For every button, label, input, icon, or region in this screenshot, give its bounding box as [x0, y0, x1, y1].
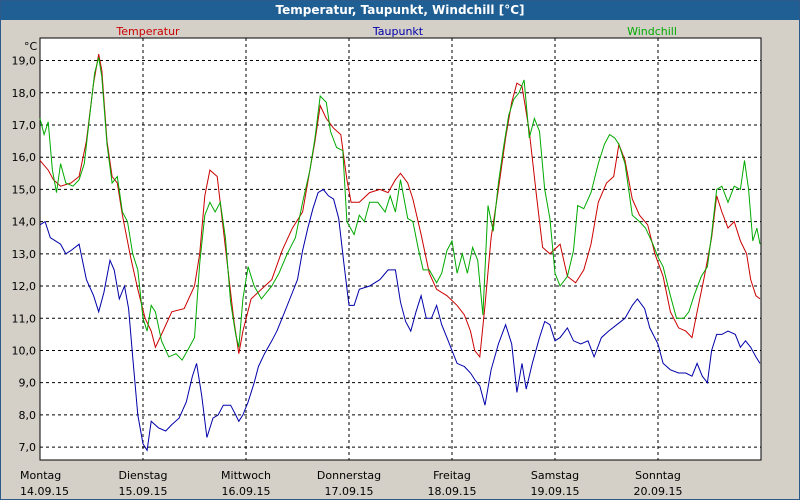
grid-lines — [40, 38, 761, 460]
x-day-label: Samstag — [531, 469, 579, 482]
x-tick-labels: Montag 14.09.15 Dienstag 15.09.15 Mittwoch 16… — [20, 469, 682, 498]
y-tick-label: 10,0 — [12, 344, 37, 357]
legend-taupunkt: Taupunkt — [372, 25, 424, 38]
y-tick-label: 9,0 — [19, 377, 37, 390]
series-line-temperatur — [39, 54, 761, 359]
y-tick-label: 14,0 — [12, 216, 37, 229]
x-date-label: 17.09.15 — [325, 485, 374, 498]
x-day-label: Montag — [20, 469, 61, 482]
y-tick-label: 19,0 — [12, 55, 37, 68]
legend-temperatur: Temperatur — [115, 25, 180, 38]
x-day-label: Donnerstag — [317, 469, 381, 482]
y-tick-label: 11,0 — [12, 312, 37, 325]
legend-windchill: Windchill — [627, 25, 677, 38]
chart-title: Temperatur, Taupunkt, Windchill [°C] — [1, 1, 799, 20]
x-day-label: Sonntag — [635, 469, 681, 482]
x-date-label: 18.09.15 — [428, 485, 477, 498]
y-tick-label: 7,0 — [19, 441, 37, 454]
x-day-label: Dienstag — [118, 469, 167, 482]
series-line-taupunkt — [39, 188, 761, 452]
y-tick-label: 16,0 — [12, 151, 37, 164]
y-tick-label: 13,0 — [12, 248, 37, 261]
y-tick-label: 15,0 — [12, 183, 37, 196]
x-date-label: 15.09.15 — [119, 485, 168, 498]
series-lines — [39, 54, 761, 452]
x-date-label: 14.09.15 — [20, 485, 69, 498]
plot-area — [39, 37, 762, 461]
y-tick-labels: 19,0 18,0 17,0 16,0 15,0 14,0 13,0 12,0 11,0 10,0… — [12, 55, 37, 455]
x-day-label: Mittwoch — [221, 469, 271, 482]
x-day-label: Freitag — [433, 469, 471, 482]
x-date-label: 19.09.15 — [531, 485, 580, 498]
y-tick-label: 8,0 — [19, 409, 37, 422]
x-date-label: 16.09.15 — [222, 485, 271, 498]
x-date-label: 20.09.15 — [634, 485, 683, 498]
y-axis-unit: °C — [24, 40, 38, 53]
series-line-windchill — [39, 57, 761, 361]
y-tick-label: 18,0 — [12, 87, 37, 100]
y-tick-label: 12,0 — [12, 280, 37, 293]
y-tick-label: 17,0 — [12, 119, 37, 132]
